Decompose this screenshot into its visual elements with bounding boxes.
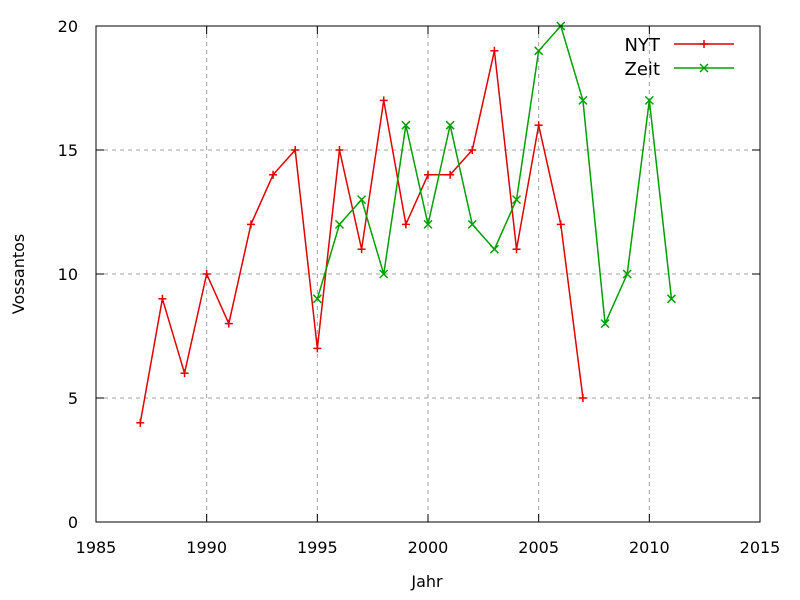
tick-labels: 1985 1990 1995 2000 2005 2010 2015 0 5 10 15 20 (58, 17, 781, 557)
data-point-zeit (666, 294, 676, 304)
data-point-zeit (401, 120, 411, 130)
data-point-nyt (578, 394, 587, 402)
ticks (95, 25, 761, 523)
data-point-nyt (136, 418, 145, 427)
data-point-nyt (158, 294, 167, 303)
y-tick-label: 15 (58, 141, 78, 160)
series-nyt (136, 46, 587, 427)
data-point-nyt (202, 270, 211, 278)
data-point-nyt (446, 170, 455, 179)
data-point-zeit (334, 219, 344, 229)
data-point-nyt (291, 146, 300, 154)
x-tick-label: 1990 (186, 538, 227, 557)
x-tick-label: 1985 (76, 538, 117, 557)
legend-marker-zeit (699, 63, 709, 73)
data-point-zeit (357, 195, 367, 205)
legend-entry-nyt: NYT (625, 35, 734, 56)
data-point-nyt (357, 245, 366, 254)
legend-entry-zeit: Zeit (625, 59, 734, 80)
y-tick-label: 20 (58, 17, 78, 36)
data-point-nyt (512, 245, 521, 254)
data-point-zeit (312, 294, 322, 304)
data-point-zeit (445, 120, 455, 130)
x-tick-label: 2005 (518, 538, 559, 557)
series-layer (136, 21, 676, 427)
data-point-nyt (401, 220, 410, 229)
data-point-zeit (423, 219, 433, 229)
data-point-zeit (467, 219, 477, 229)
data-point-zeit (512, 195, 522, 205)
series-zeit (312, 21, 676, 329)
data-point-nyt (534, 121, 543, 130)
data-point-nyt (335, 146, 344, 154)
legend: NYT Zeit (625, 35, 734, 80)
data-point-zeit (644, 95, 654, 105)
data-point-nyt (246, 220, 255, 229)
data-point-nyt (224, 319, 233, 328)
data-point-nyt (180, 369, 189, 378)
legend-marker-nyt (700, 40, 708, 48)
y-axis-label: Vossantos (9, 234, 28, 315)
data-point-zeit (534, 46, 544, 56)
data-point-nyt (313, 344, 322, 353)
data-point-nyt (490, 46, 499, 55)
data-point-nyt (424, 170, 432, 179)
y-tick-label: 5 (68, 389, 78, 408)
data-point-nyt (556, 220, 565, 229)
data-point-zeit (622, 269, 632, 279)
x-tick-label: 2000 (408, 538, 449, 557)
x-tick-label: 1995 (297, 538, 338, 557)
y-tick-label: 0 (68, 513, 78, 532)
data-point-zeit (489, 244, 499, 254)
legend-label: NYT (625, 35, 661, 56)
data-point-nyt (468, 146, 477, 154)
data-point-zeit (600, 319, 610, 329)
grid (96, 26, 760, 522)
x-tick-label: 2010 (629, 538, 670, 557)
y-tick-label: 10 (58, 265, 78, 284)
legend-label: Zeit (625, 59, 660, 80)
x-axis-label: Jahr (410, 572, 443, 591)
series-line-zeit (316, 24, 673, 327)
x-tick-label: 2015 (740, 538, 781, 557)
data-point-nyt (379, 96, 388, 105)
data-point-zeit (379, 269, 389, 279)
data-point-nyt (269, 170, 278, 179)
data-point-zeit (578, 95, 588, 105)
